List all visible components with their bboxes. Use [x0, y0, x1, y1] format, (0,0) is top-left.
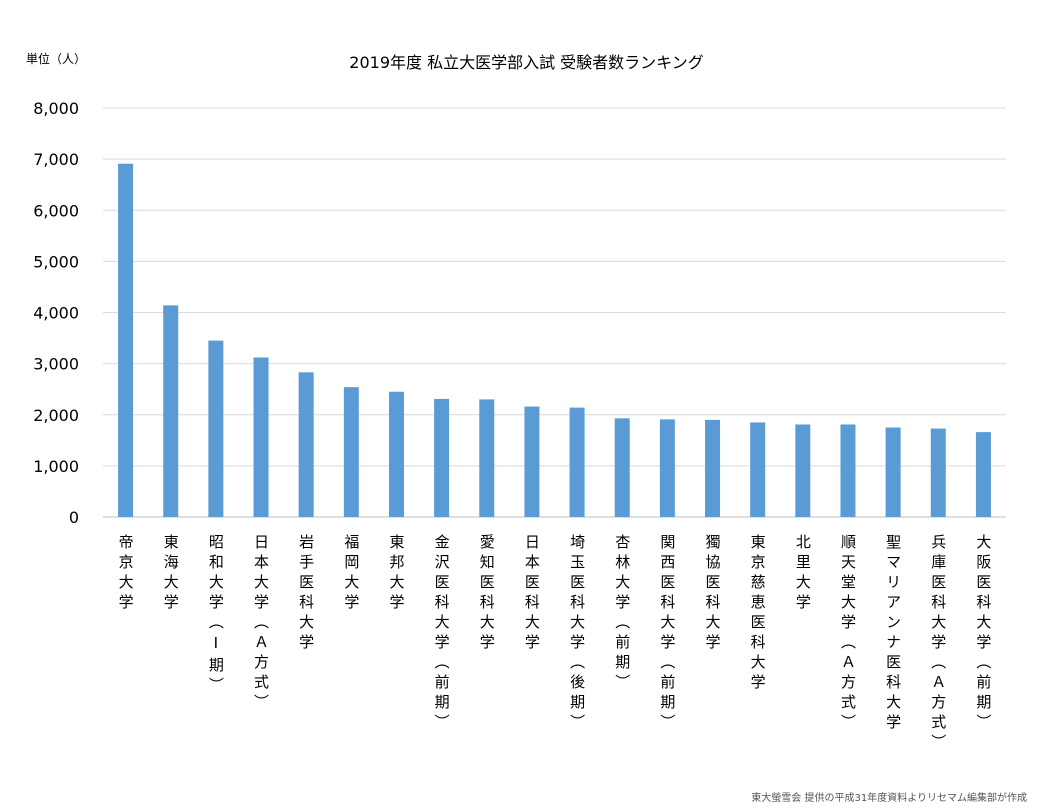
x-tick-label: 関西医科大学（前期）	[658, 534, 676, 734]
y-tick-label: 5,000	[33, 252, 79, 271]
x-tick-label: 順天堂大学（Ａ方式）	[839, 534, 857, 734]
bar	[930, 428, 946, 517]
x-tick-label: 聖マリアンナ医科大学	[884, 534, 902, 734]
x-tick-label: 帝京大学	[117, 534, 135, 614]
bar	[479, 399, 495, 517]
bar	[659, 419, 675, 517]
y-tick-label: 3,000	[33, 355, 79, 374]
bar	[388, 391, 404, 517]
bar	[524, 406, 540, 517]
bar	[750, 422, 766, 517]
bar	[569, 407, 585, 517]
x-tick-label: 福岡大学	[342, 534, 360, 614]
x-tick-label: 愛知医科大学	[478, 534, 496, 654]
bar	[840, 424, 856, 517]
y-tick-label: 2,000	[33, 406, 79, 425]
x-tick-label: 東海大学	[162, 534, 180, 614]
x-tick-label: 東邦大学	[387, 534, 405, 614]
x-tick-label: 日本医科大学	[523, 534, 541, 654]
bar	[705, 419, 721, 517]
x-tick-label: 東京慈恵医科大学	[749, 534, 767, 694]
x-tick-label: 岩手医科大学	[297, 534, 315, 654]
y-tick-label: 6,000	[33, 201, 79, 220]
bar	[118, 163, 134, 517]
x-tick-label: 日本大学（Ａ方式）	[252, 534, 270, 714]
y-tick-label: 7,000	[33, 150, 79, 169]
x-tick-label: 埼玉医科大学（後期）	[568, 534, 586, 734]
x-tick-label: 兵庫医科大学（Ａ方式）	[929, 534, 947, 754]
y-tick-label: 1,000	[33, 457, 79, 476]
y-tick-label: 4,000	[33, 304, 79, 323]
x-tick-label: 杏林大学（前期）	[613, 534, 631, 694]
y-tick-label: 8,000	[33, 99, 79, 118]
bar	[434, 398, 450, 517]
unit-label: 単位（人）	[26, 52, 87, 66]
bar	[885, 427, 901, 517]
bar	[795, 424, 811, 517]
chart-title: 2019年度 私立大医学部入試 受験者数ランキング	[349, 53, 704, 72]
bar	[253, 357, 269, 517]
bar	[975, 432, 991, 517]
x-tick-label: 大阪医科大学（前期）	[974, 534, 992, 734]
y-tick-label: 0	[69, 508, 79, 527]
bar	[208, 340, 224, 517]
x-tick-label: 昭和大学（Ⅰ期）	[207, 534, 225, 697]
x-tick-label: 北里大学	[794, 534, 812, 614]
x-tick-label: 獨協医科大学	[704, 534, 722, 654]
bar	[163, 305, 179, 517]
bar	[298, 372, 314, 517]
x-tick-label: 金沢医科大学（前期）	[433, 534, 451, 734]
source-note: 東大螢雪会 提供の平成31年度資料よりリセマム編集部が作成	[751, 793, 1027, 804]
bar	[614, 418, 630, 517]
bar	[343, 387, 359, 517]
